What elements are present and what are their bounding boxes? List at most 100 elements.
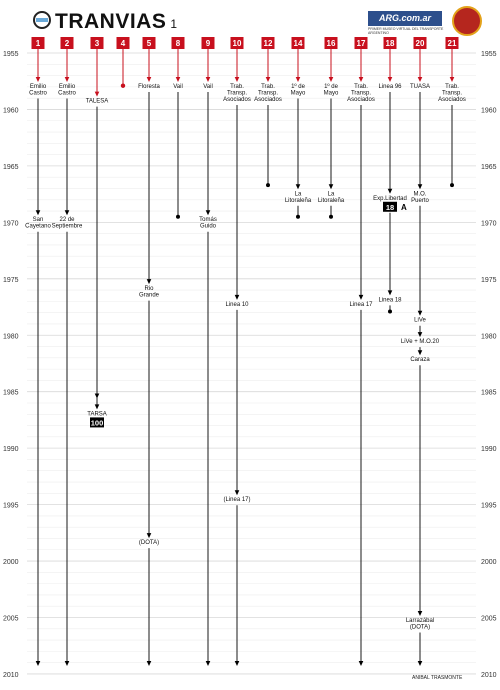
- line-badge-9[interactable]: [201, 37, 215, 49]
- brand-logo[interactable]: ARG.com.ar: [368, 11, 442, 26]
- event-label: Emilio Castro: [29, 84, 47, 97]
- end-arrow-icon: [417, 661, 423, 667]
- event-label: Linea 18: [378, 297, 402, 303]
- line-badge-12[interactable]: [261, 37, 275, 49]
- line-badge-label: 18: [386, 39, 395, 48]
- end-arrow-icon: [205, 661, 211, 667]
- year-tick-label-right: 2000: [481, 559, 497, 566]
- event-label: Linea 96: [378, 84, 402, 90]
- red-arrow-icon: [417, 76, 423, 82]
- event-label: LiVe: [414, 318, 426, 324]
- event-label: TARSA: [87, 411, 107, 417]
- brand-tagline: PRIMER MUSEO VIRTUAL DEL TRANSPORTE ARGE…: [368, 27, 444, 35]
- end-arrow-icon: [234, 661, 240, 667]
- line-badge-16[interactable]: [324, 37, 338, 49]
- line-badge-5[interactable]: [142, 37, 156, 49]
- line-badge-4[interactable]: [116, 37, 130, 49]
- event-label: 1º de Mayo: [324, 83, 339, 97]
- year-tick-label-right: 1985: [481, 390, 497, 397]
- year-tick-label-left: 2000: [3, 559, 19, 566]
- line-badge-label: 8: [176, 39, 181, 48]
- line-badge-label: 17: [357, 39, 366, 48]
- line-badge-1[interactable]: [31, 37, 45, 49]
- year-tick-label-right: 1995: [481, 503, 497, 510]
- event-label: Tomás Guido: [199, 217, 217, 230]
- line-badge-label: 4: [121, 39, 126, 48]
- end-arrow-icon: [64, 661, 70, 667]
- year-tick-label-right: 1980: [481, 333, 497, 340]
- event-label: M.O. Puerto: [411, 191, 429, 204]
- red-arrow-icon: [94, 91, 100, 97]
- year-tick-label-left: 1995: [3, 503, 19, 510]
- line-badge-8[interactable]: [171, 37, 185, 49]
- end-arrow-icon: [94, 393, 100, 399]
- line-badge-label: 12: [264, 39, 273, 48]
- line-number-badge-label: 100: [91, 418, 104, 427]
- event-label: TUASA: [410, 84, 430, 90]
- red-arrow-icon: [175, 76, 181, 82]
- year-tick-label-left: 1975: [3, 277, 19, 284]
- line-number-badge-suffix: A: [401, 203, 407, 212]
- line-badge-label: 5: [147, 39, 152, 48]
- terminal-dot: [120, 83, 126, 88]
- line-badge-3[interactable]: [90, 37, 104, 49]
- line-badge-18[interactable]: [383, 37, 397, 49]
- event-label: Larrazábal (DOTA): [406, 618, 434, 631]
- line-badge-10[interactable]: [230, 37, 244, 49]
- event-label: 22 de Septiembre: [52, 217, 83, 230]
- page-subtitle: 1: [170, 17, 178, 31]
- line-badge-label: 1: [36, 39, 41, 48]
- year-tick-label-left: 1990: [3, 446, 19, 453]
- line-number-badge-label: 18: [386, 203, 394, 212]
- terminal-dot: [329, 214, 333, 219]
- line-badge-label: 9: [206, 39, 211, 48]
- line-badge-label: 14: [294, 39, 303, 48]
- year-tick-label-left: 1970: [3, 220, 19, 227]
- year-tick-label-right: 1990: [481, 446, 497, 453]
- year-tick-label-left: 2010: [3, 672, 19, 679]
- end-arrow-icon: [358, 661, 364, 667]
- line-badge-label: 21: [448, 39, 457, 48]
- year-tick-label-left: 2005: [3, 616, 19, 623]
- event-label: LiVe + M.O.20: [401, 339, 440, 345]
- red-arrow-icon: [234, 76, 240, 82]
- event-label: Linea 17: [349, 302, 373, 308]
- line-badge-label: 16: [327, 39, 336, 48]
- event-label: Trab. Transp. Asociados: [438, 84, 466, 103]
- event-label: Vail: [173, 84, 183, 90]
- event-label: Rio Grande: [139, 286, 160, 299]
- line-badge-label: 3: [95, 39, 100, 48]
- year-tick-label-left: 1955: [3, 51, 19, 58]
- line-badge-2[interactable]: [60, 37, 74, 49]
- line-badge-17[interactable]: [354, 37, 368, 49]
- line-number-badge: [383, 201, 397, 212]
- argentina-flag-roundel-icon: [33, 11, 51, 29]
- event-label: 1º de Mayo: [291, 83, 306, 97]
- terminal-dot: [176, 214, 180, 219]
- line-badge-20[interactable]: [413, 37, 427, 49]
- year-tick-label-right: 1970: [481, 220, 497, 227]
- event-label: Vail: [203, 84, 213, 90]
- end-arrow-icon: [146, 661, 152, 667]
- event-label: San Cayetano: [25, 217, 51, 230]
- line-badge-14[interactable]: [291, 37, 305, 49]
- page-title: TRANVIAS 1: [55, 10, 178, 33]
- red-arrow-icon: [146, 76, 152, 82]
- year-tick-label-right: 1955: [481, 51, 497, 58]
- event-label: La Litoraleña: [285, 191, 312, 204]
- line-badge-21[interactable]: [445, 37, 459, 49]
- event-label: Emilio Castro: [58, 84, 76, 97]
- red-arrow-icon: [449, 76, 455, 82]
- year-tick-label-right: 2010: [481, 672, 497, 679]
- red-arrow-icon: [358, 76, 364, 82]
- red-arrow-icon: [265, 76, 271, 82]
- red-arrow-icon: [328, 76, 334, 82]
- red-arrow-icon: [205, 76, 211, 82]
- terminal-dot: [388, 309, 392, 314]
- museum-seal-icon: [452, 6, 482, 36]
- year-tick-label-left: 1960: [3, 107, 19, 114]
- red-arrow-icon: [64, 76, 70, 82]
- year-tick-label-right: 1965: [481, 164, 497, 171]
- event-label: Trab. Transp. Asociados: [223, 84, 251, 103]
- year-tick-label-left: 1965: [3, 164, 19, 171]
